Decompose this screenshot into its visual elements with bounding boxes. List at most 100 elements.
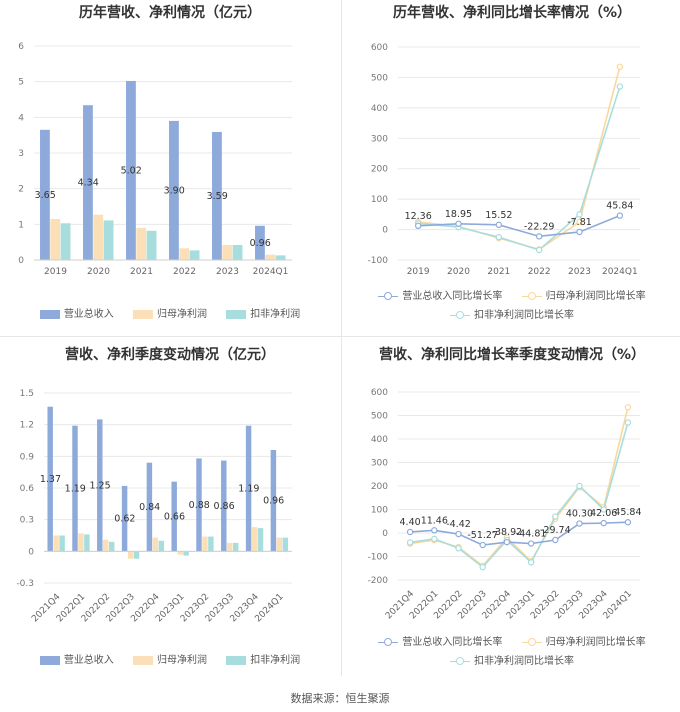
data-point <box>455 220 462 228</box>
x-tick-label: 2024Q1 <box>602 267 638 277</box>
bar <box>127 551 134 559</box>
data-label: -38.92 <box>492 527 523 538</box>
x-tick-label: 2023 <box>216 267 239 277</box>
data-point <box>624 404 632 411</box>
y-tick-label: 0 <box>382 529 388 539</box>
data-label: 42.06 <box>590 508 617 519</box>
data-label: 0.88 <box>189 500 210 511</box>
bar <box>126 80 136 260</box>
data-label: -51.27 <box>467 530 498 541</box>
bar <box>40 129 50 260</box>
data-label: 1.37 <box>40 474 61 485</box>
bar <box>196 458 202 552</box>
legend-item-deducted-profit[interactable]: 扣非净利润 <box>226 305 300 320</box>
data-label: 5.02 <box>121 165 142 176</box>
y-tick-label: 600 <box>371 388 388 398</box>
chart-title: 历年营收、净利情况（亿元） <box>79 5 261 21</box>
bar <box>222 245 233 260</box>
y-tick-label: 100 <box>371 506 388 516</box>
data-label: 40.30 <box>566 509 593 520</box>
data-point <box>479 563 486 571</box>
bar <box>189 250 200 260</box>
y-tick-label: -100 <box>368 256 389 266</box>
y-tick-label: 200 <box>371 165 388 175</box>
data-point <box>552 536 559 544</box>
bar <box>47 406 53 552</box>
y-tick-label: 300 <box>371 134 388 144</box>
data-point <box>576 218 583 226</box>
data-point <box>495 233 503 241</box>
bar <box>72 425 78 552</box>
bar <box>84 534 90 552</box>
y-tick-label: 4 <box>18 113 24 123</box>
data-point <box>552 513 559 520</box>
bar <box>108 541 115 552</box>
bar <box>53 535 59 552</box>
legend-item-revenue-growth[interactable]: 营业总收入同比增长率 <box>378 287 502 302</box>
legend-item-deducted-profit[interactable]: 扣非净利润 <box>226 651 300 666</box>
bar <box>152 537 159 552</box>
bar <box>227 542 233 552</box>
series-line <box>418 214 621 238</box>
x-tick-label: 2022 <box>173 267 196 277</box>
data-point <box>431 535 438 543</box>
x-tick-label: 2020 <box>87 267 110 277</box>
annual-bar-chart: 0 1 2 3 4 5 6 3.65 4.34 5.02 3.90 3.59 0.96 2019 2020 2… <box>18 42 292 277</box>
x-tick-label: 2019 <box>407 267 430 277</box>
data-point <box>576 211 583 218</box>
bar <box>202 536 208 552</box>
data-label: 0.84 <box>139 502 160 513</box>
annual-growth-line-chart: -100 0 100 200 300 400 500 600 12.36 18.95 15.52 -2… <box>368 43 640 277</box>
legend-item-revenue-growth[interactable]: 营业总收入同比增长率 <box>378 633 502 648</box>
y-tick-label: 1 <box>18 220 24 230</box>
data-label: 3.90 <box>164 185 185 196</box>
bar <box>276 537 283 552</box>
data-point <box>576 520 583 527</box>
legend-item-net-profit[interactable]: 归母净利润 <box>133 305 207 320</box>
y-tick-label: 6 <box>18 42 24 52</box>
bar <box>221 460 227 552</box>
legend-item-revenue[interactable]: 营业总收入 <box>39 305 114 320</box>
y-tick-label: -200 <box>368 576 389 586</box>
data-point <box>616 212 624 219</box>
bar <box>177 551 183 555</box>
bar <box>251 527 258 552</box>
data-point <box>455 545 462 552</box>
legend-item-revenue[interactable]: 营业总收入 <box>39 651 114 666</box>
legend-item-net-profit-growth[interactable]: 归母净利润同比增长率 <box>521 633 646 648</box>
y-tick-label: 400 <box>371 435 388 445</box>
data-label: 1.25 <box>89 480 110 491</box>
data-point <box>406 528 414 536</box>
chart-title: 历年营收、净利同比增长率情况（%） <box>392 5 632 21</box>
data-label: -44.81 <box>516 529 547 540</box>
legend-item-net-profit[interactable]: 归母净利润 <box>133 651 207 666</box>
y-tick-label: 0.3 <box>20 516 34 526</box>
data-point <box>527 559 535 566</box>
chart-legend: 营业总收入 归母净利润 扣非净利润 <box>0 651 340 670</box>
data-label: 45.84 <box>614 507 641 518</box>
legend-item-deducted-growth[interactable]: 扣非净利润同比增长率 <box>450 652 574 667</box>
bar <box>103 220 114 260</box>
series-line <box>409 422 629 569</box>
bar <box>208 536 214 552</box>
legend-item-deducted-growth[interactable]: 扣非净利润同比增长率 <box>450 306 574 321</box>
bar <box>146 462 153 552</box>
bar <box>171 481 177 552</box>
data-point <box>414 222 422 230</box>
data-label: -29.74 <box>540 525 571 536</box>
horizontal-divider <box>0 336 680 337</box>
x-tick-label: 2019 <box>44 267 67 277</box>
data-label: 4.40 <box>400 517 421 528</box>
chart-legend: 营业总收入同比增长率 归母净利润同比增长率 扣非净利润同比增长率 <box>342 633 680 671</box>
data-label: 3.59 <box>207 191 228 202</box>
x-tick-label: 2024Q1 <box>253 267 289 277</box>
bar <box>83 105 93 260</box>
bar <box>255 225 265 260</box>
data-label: 15.52 <box>485 210 512 221</box>
bar <box>158 540 165 552</box>
y-tick-label: 500 <box>371 412 388 422</box>
chart-title: 营收、净利同比增长率季度变动情况（%） <box>378 347 646 363</box>
legend-item-net-profit-growth[interactable]: 归母净利润同比增长率 <box>521 287 646 302</box>
data-point <box>455 530 462 538</box>
y-tick-label: 0 <box>28 547 34 557</box>
